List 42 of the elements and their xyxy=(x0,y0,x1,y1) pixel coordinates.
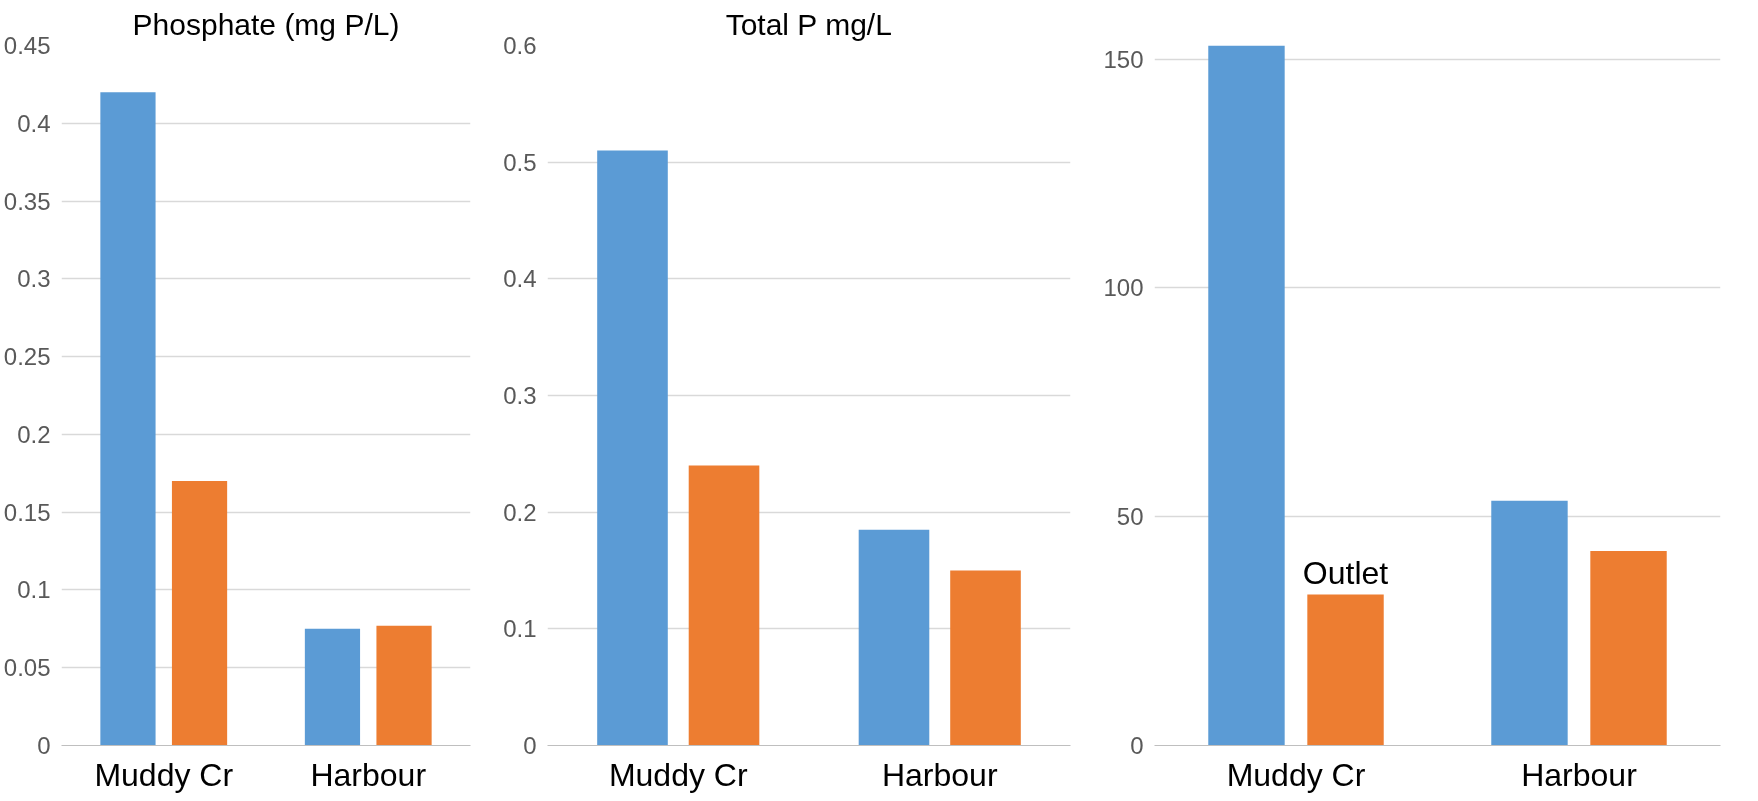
y-tick-label: 0.6 xyxy=(503,32,537,59)
x-tick-label: Harbour xyxy=(310,756,427,793)
bar xyxy=(950,570,1021,746)
bar xyxy=(597,150,668,746)
y-tick-label: 0.25 xyxy=(3,343,51,371)
y-tick-label: 0.1 xyxy=(503,615,537,643)
y-tick-label: 50 xyxy=(1116,503,1144,531)
x-tick-label: Harbour xyxy=(881,756,998,793)
y-tick-label: 0.3 xyxy=(17,265,51,293)
y-tick-label: 0 xyxy=(37,732,51,759)
chart-title: Phosphate (mg P/L) xyxy=(132,7,400,41)
y-tick-label: 0.2 xyxy=(17,420,51,448)
y-tick-label: 150 xyxy=(1103,45,1144,73)
y-tick-label: 0.3 xyxy=(503,382,537,409)
series-label: Outlet xyxy=(1302,554,1389,591)
y-tick-label: 0.05 xyxy=(3,654,51,682)
y-tick-label: 0.15 xyxy=(3,498,51,526)
bar xyxy=(1307,594,1384,746)
y-tick-label: 0 xyxy=(1130,732,1144,759)
x-tick-label: Muddy Cr xyxy=(608,756,748,793)
y-tick-label: 0 xyxy=(523,732,537,759)
bar xyxy=(100,92,156,746)
bar xyxy=(1491,500,1568,746)
bar xyxy=(1208,45,1285,746)
y-tick-label: 0.2 xyxy=(503,498,537,526)
y-tick-label: 0.35 xyxy=(3,187,51,215)
bar xyxy=(858,529,930,746)
y-tick-label: 0.4 xyxy=(17,109,51,137)
y-tick-label: 0.1 xyxy=(17,576,51,604)
bar xyxy=(1590,551,1667,746)
y-tick-label: 0.5 xyxy=(503,148,537,176)
y-tick-label: 0.4 xyxy=(503,265,537,293)
x-tick-label: Muddy Cr xyxy=(94,756,234,793)
x-tick-label: Harbour xyxy=(1521,756,1638,793)
bar xyxy=(376,625,432,746)
bar xyxy=(171,481,228,746)
y-tick-label: 100 xyxy=(1103,274,1144,302)
bar xyxy=(688,465,760,746)
chart-title: Total P mg/L xyxy=(725,7,892,41)
y-tick-label: 0.45 xyxy=(3,32,51,59)
x-tick-label: Muddy Cr xyxy=(1226,756,1366,793)
bar xyxy=(304,628,361,746)
